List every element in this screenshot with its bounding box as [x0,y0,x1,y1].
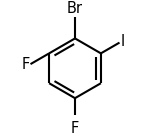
Text: F: F [71,121,79,136]
Text: Br: Br [67,1,83,16]
Text: F: F [21,57,30,72]
Text: I: I [121,34,125,49]
